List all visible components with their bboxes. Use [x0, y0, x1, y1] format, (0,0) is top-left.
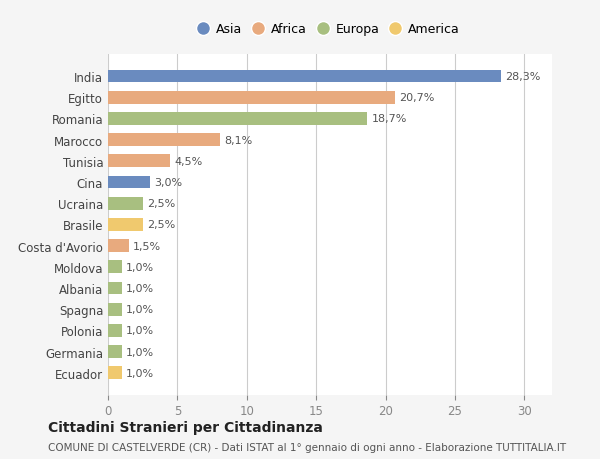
Bar	[108, 92, 395, 104]
Text: 1,0%: 1,0%	[126, 262, 154, 272]
Text: 1,5%: 1,5%	[133, 241, 161, 251]
Text: 1,0%: 1,0%	[126, 368, 154, 378]
Bar	[108, 346, 122, 358]
Bar	[108, 367, 122, 379]
Bar	[108, 113, 367, 125]
Bar	[108, 325, 122, 337]
Legend: Asia, Africa, Europa, America: Asia, Africa, Europa, America	[194, 17, 466, 43]
Text: 1,0%: 1,0%	[126, 283, 154, 293]
Bar	[108, 282, 122, 295]
Text: 28,3%: 28,3%	[505, 72, 540, 82]
Bar	[108, 240, 129, 252]
Text: 1,0%: 1,0%	[126, 326, 154, 336]
Text: 2,5%: 2,5%	[147, 199, 175, 209]
Bar	[108, 303, 122, 316]
Bar	[108, 176, 149, 189]
Text: 20,7%: 20,7%	[400, 93, 435, 103]
Text: 8,1%: 8,1%	[224, 135, 253, 146]
Text: 4,5%: 4,5%	[175, 157, 203, 167]
Bar	[108, 134, 220, 147]
Text: COMUNE DI CASTELVERDE (CR) - Dati ISTAT al 1° gennaio di ogni anno - Elaborazion: COMUNE DI CASTELVERDE (CR) - Dati ISTAT …	[48, 442, 566, 452]
Bar	[108, 261, 122, 274]
Text: 1,0%: 1,0%	[126, 304, 154, 314]
Text: Cittadini Stranieri per Cittadinanza: Cittadini Stranieri per Cittadinanza	[48, 420, 323, 435]
Bar	[108, 71, 500, 83]
Text: 3,0%: 3,0%	[154, 178, 182, 188]
Bar	[108, 197, 143, 210]
Text: 1,0%: 1,0%	[126, 347, 154, 357]
Text: 18,7%: 18,7%	[371, 114, 407, 124]
Bar	[108, 155, 170, 168]
Text: 2,5%: 2,5%	[147, 220, 175, 230]
Bar	[108, 218, 143, 231]
